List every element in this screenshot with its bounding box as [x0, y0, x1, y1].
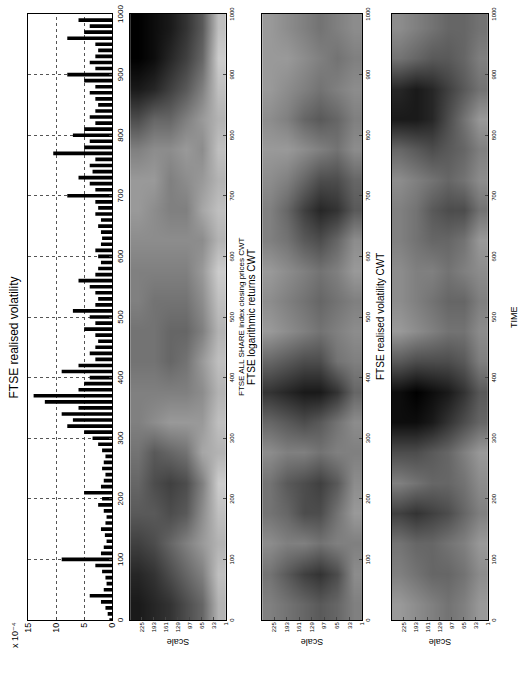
svg-text:33: 33 [473, 622, 479, 629]
svg-text:200: 200 [365, 493, 371, 504]
svg-text:Scale: Scale [429, 637, 452, 647]
svg-text:FTSE realised volatility: FTSE realised volatility [7, 276, 21, 398]
svg-text:161: 161 [296, 622, 302, 633]
svg-text:900: 900 [365, 69, 371, 80]
svg-text:Scale: Scale [167, 637, 190, 647]
svg-text:800: 800 [491, 130, 497, 141]
svg-text:400: 400 [116, 370, 125, 384]
svg-text:193: 193 [284, 622, 290, 633]
svg-text:900: 900 [116, 67, 125, 81]
svg-text:TIME: TIME [509, 307, 519, 329]
svg-text:1: 1 [485, 622, 491, 626]
svg-text:600: 600 [491, 251, 497, 262]
svg-text:500: 500 [365, 311, 371, 322]
svg-text:0: 0 [116, 617, 125, 622]
svg-text:1: 1 [223, 622, 229, 626]
svg-text:193: 193 [413, 622, 419, 633]
svg-text:65: 65 [199, 622, 205, 629]
svg-text:1: 1 [359, 622, 365, 626]
svg-text:0: 0 [365, 618, 371, 622]
svg-text:1000: 1000 [365, 7, 371, 21]
svg-text:129: 129 [309, 622, 315, 633]
svg-text:900: 900 [229, 69, 235, 80]
svg-text:500: 500 [116, 310, 125, 324]
svg-text:5: 5 [79, 623, 89, 628]
svg-text:300: 300 [365, 433, 371, 444]
svg-text:500: 500 [491, 311, 497, 322]
svg-text:FTSE realised volatility CWT: FTSE realised volatility CWT [375, 253, 386, 380]
svg-text:600: 600 [229, 251, 235, 262]
svg-text:10: 10 [51, 623, 61, 633]
svg-text:161: 161 [163, 622, 169, 633]
svg-text:900: 900 [491, 69, 497, 80]
svg-text:100: 100 [116, 552, 125, 566]
svg-text:65: 65 [461, 622, 467, 629]
svg-text:600: 600 [116, 249, 125, 263]
svg-text:800: 800 [365, 130, 371, 141]
svg-text:225: 225 [401, 622, 407, 633]
svg-text:200: 200 [116, 492, 125, 506]
svg-text:500: 500 [229, 311, 235, 322]
svg-text:600: 600 [365, 251, 371, 262]
svg-text:129: 129 [175, 622, 181, 633]
svg-text:0: 0 [491, 618, 497, 622]
svg-text:300: 300 [491, 433, 497, 444]
svg-text:300: 300 [229, 433, 235, 444]
svg-text:225: 225 [271, 622, 277, 633]
svg-text:FTSE logarithmic returns CWT: FTSE logarithmic returns CWT [246, 249, 257, 385]
svg-text:100: 100 [229, 554, 235, 565]
svg-text:193: 193 [151, 622, 157, 633]
svg-text:700: 700 [491, 190, 497, 201]
svg-text:x 10⁻⁴: x 10⁻⁴ [10, 622, 20, 648]
svg-text:200: 200 [491, 493, 497, 504]
svg-text:97: 97 [321, 622, 327, 629]
svg-text:400: 400 [365, 372, 371, 383]
svg-text:33: 33 [347, 622, 353, 629]
svg-text:1000: 1000 [491, 7, 497, 21]
svg-text:97: 97 [187, 622, 193, 629]
svg-text:200: 200 [229, 493, 235, 504]
svg-text:300: 300 [116, 431, 125, 445]
svg-text:800: 800 [229, 130, 235, 141]
svg-text:33: 33 [211, 622, 217, 629]
svg-text:161: 161 [425, 622, 431, 633]
svg-text:Scale: Scale [301, 637, 324, 647]
svg-text:700: 700 [365, 190, 371, 201]
svg-text:400: 400 [229, 372, 235, 383]
svg-text:225: 225 [139, 622, 145, 633]
svg-text:0: 0 [229, 618, 235, 622]
svg-text:700: 700 [229, 190, 235, 201]
svg-text:0: 0 [107, 623, 117, 628]
svg-text:800: 800 [116, 128, 125, 142]
svg-text:129: 129 [437, 622, 443, 633]
svg-text:15: 15 [23, 623, 33, 633]
svg-text:100: 100 [365, 554, 371, 565]
svg-text:97: 97 [449, 622, 455, 629]
svg-text:1000: 1000 [116, 5, 125, 23]
svg-text:1000: 1000 [229, 7, 235, 21]
svg-text:65: 65 [334, 622, 340, 629]
svg-text:700: 700 [116, 189, 125, 203]
svg-text:400: 400 [491, 372, 497, 383]
svg-text:FTSE ALL SHARE index closing p: FTSE ALL SHARE index closing prices CWT [237, 237, 246, 396]
svg-text:100: 100 [491, 554, 497, 565]
